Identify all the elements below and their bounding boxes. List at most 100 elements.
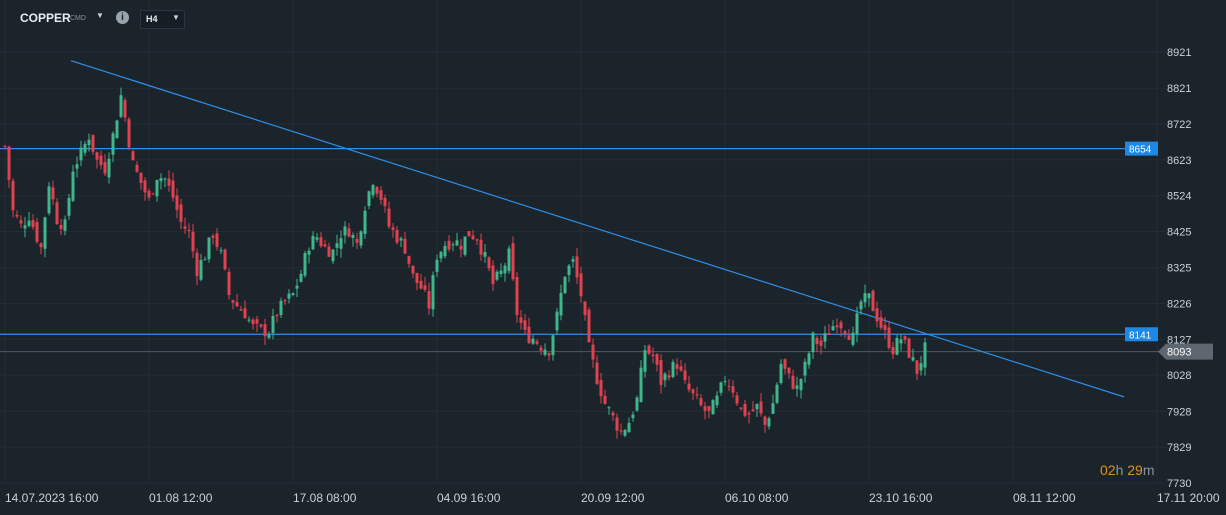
candle-body <box>607 407 611 409</box>
candle-body <box>543 349 547 355</box>
candle-body <box>195 252 199 276</box>
timeframe-value: H4 <box>146 14 158 24</box>
y-tick-label: 8623 <box>1167 155 1191 167</box>
candle-body <box>815 337 819 345</box>
candle-body <box>751 409 755 411</box>
candle-body <box>403 238 407 254</box>
countdown-minutes: 29 <box>1127 462 1143 478</box>
candle-body <box>555 311 559 331</box>
candle-body <box>639 367 643 403</box>
candle-body <box>27 220 31 226</box>
candle-body <box>19 220 23 224</box>
candle-body <box>7 146 11 180</box>
candle-body <box>83 143 87 153</box>
candle-body <box>275 314 279 317</box>
candle-body <box>335 243 339 248</box>
candle-body <box>463 236 467 255</box>
candle-body <box>31 220 35 228</box>
candle-body <box>871 290 875 312</box>
candle-body <box>455 240 459 246</box>
candle-body <box>839 322 843 329</box>
candle-body <box>787 367 791 374</box>
candle-body <box>571 259 575 262</box>
candle-body <box>371 185 375 196</box>
candle-body <box>107 158 111 178</box>
candle-body <box>379 190 383 200</box>
candle-body <box>351 235 355 239</box>
candle-body <box>259 324 263 327</box>
candle-body <box>679 366 683 371</box>
candle-body <box>247 319 251 321</box>
candle-body <box>903 336 907 340</box>
candle-body <box>103 161 107 174</box>
candle-body <box>219 250 223 252</box>
candle-body <box>231 300 235 303</box>
candle-body <box>63 219 67 231</box>
x-tick-label: 17.08 08:00 <box>293 491 357 505</box>
candle-body <box>811 332 815 353</box>
candle-body <box>855 313 859 335</box>
timeframe-select[interactable]: H4 ▼ <box>140 10 185 29</box>
candle-body <box>431 275 435 310</box>
symbol-dropdown-icon[interactable]: ▼ <box>96 11 104 20</box>
candle-body <box>71 171 75 201</box>
candle-body <box>363 210 367 234</box>
candle-body <box>355 238 359 243</box>
candle-body <box>699 398 703 406</box>
candle-body <box>739 407 743 409</box>
candle-body <box>327 246 331 257</box>
candle-body <box>331 249 335 262</box>
candle-body <box>827 333 831 335</box>
candle-body <box>439 251 443 259</box>
info-icon[interactable]: i <box>116 11 129 24</box>
candle-body <box>779 363 783 383</box>
candle-body <box>59 225 63 229</box>
candle-body <box>15 214 19 217</box>
candle-body <box>47 186 51 214</box>
candle-body <box>447 240 451 250</box>
candle-body <box>479 239 483 255</box>
candle-body <box>715 395 719 406</box>
candle-body <box>123 100 127 118</box>
candle-body <box>423 285 427 290</box>
candle-body <box>687 383 691 390</box>
candle-body <box>875 308 879 322</box>
candle-body <box>207 237 211 260</box>
candle-body <box>151 193 155 195</box>
candle-body <box>467 231 471 237</box>
descending-trendline[interactable] <box>70 60 1125 398</box>
candle-body <box>11 180 15 211</box>
candle-body <box>303 253 307 276</box>
candle-body <box>255 319 259 324</box>
y-axis: 8921 8821 8722 8623 8524 8425 8325 8226 8127 8028… <box>1167 47 1191 490</box>
candle-body <box>531 338 535 344</box>
level-label-box <box>1125 141 1158 156</box>
trendline <box>70 60 1125 398</box>
y-tick-label: 8425 <box>1167 226 1191 238</box>
symbol-name[interactable]: COPPER <box>20 11 71 25</box>
candle-body <box>451 244 455 246</box>
candle-body <box>535 341 539 344</box>
candle-body <box>359 231 363 246</box>
candle-body <box>851 332 855 345</box>
candle-countdown: 02h 29m <box>1100 462 1155 478</box>
candle-body <box>387 208 391 227</box>
candle-body <box>51 187 55 200</box>
candle-body <box>879 317 883 328</box>
candle-body <box>307 250 311 255</box>
candle-body <box>647 345 651 354</box>
candle-body <box>583 301 587 316</box>
candle-body <box>143 180 147 193</box>
candle-body <box>539 347 543 351</box>
candle-body <box>179 204 183 222</box>
candle-body <box>487 257 491 269</box>
candle-body <box>407 255 411 264</box>
candle-body <box>895 338 899 355</box>
candle-body <box>319 237 323 247</box>
candle-body <box>723 381 727 383</box>
candle-body <box>227 271 231 296</box>
candle-body <box>911 357 915 361</box>
candle-body <box>191 231 195 252</box>
x-tick-label: 01.08 12:00 <box>149 491 213 505</box>
